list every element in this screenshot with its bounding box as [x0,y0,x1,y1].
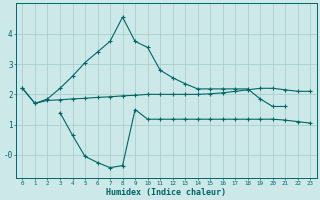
X-axis label: Humidex (Indice chaleur): Humidex (Indice chaleur) [106,188,226,197]
